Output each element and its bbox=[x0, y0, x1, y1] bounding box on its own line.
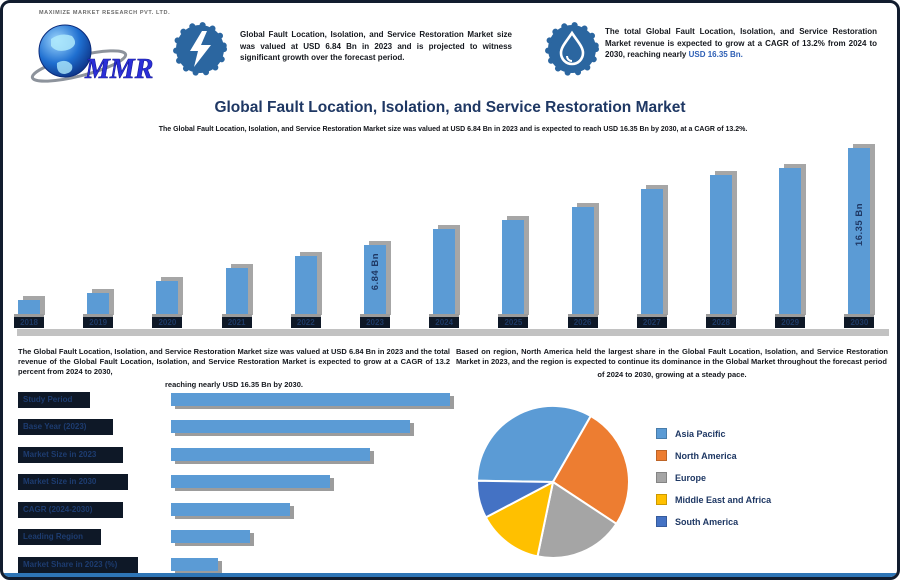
info-label: Base Year (2023) bbox=[18, 419, 113, 435]
header-block2-highlight: USD 16.35 Bn. bbox=[688, 50, 743, 59]
caption-right: Based on region, North America held the … bbox=[456, 347, 888, 379]
info-label: Market Share in 2023 (%) bbox=[18, 557, 138, 573]
header-block2-text: The total Global Fault Location, Isolati… bbox=[605, 26, 877, 61]
market-size-bar-chart: 2018 2019 2020 2021 2022 2023 6.84 Bn 2024 2025 2… bbox=[14, 142, 889, 338]
info-value-bar bbox=[171, 420, 410, 433]
report-info-list: Study Period Base Year (2023) Market Size … bbox=[18, 392, 458, 577]
bar-2020 bbox=[156, 281, 179, 315]
logo-top-text: MAXIMIZE MARKET RESEARCH PVT. LTD. bbox=[39, 10, 171, 16]
legend-item-europe: Europe bbox=[656, 471, 771, 484]
info-row-base-year-2023: Base Year (2023) bbox=[18, 419, 458, 436]
x-axis-label-2027: 2027 bbox=[636, 314, 667, 328]
info-value-bar bbox=[171, 393, 450, 406]
legend-label: North America bbox=[675, 450, 737, 461]
legend-label: Asia Pacific bbox=[675, 428, 726, 439]
globe-continent bbox=[56, 60, 73, 74]
pie-slice-asia-pacific bbox=[475, 405, 593, 484]
droplet-icon bbox=[545, 22, 599, 76]
pie-slice-middle-east-and-africa bbox=[484, 480, 555, 558]
info-row-cagr-2024-2030: CAGR (2024-2030) bbox=[18, 502, 458, 519]
pie-slice-south-america bbox=[475, 479, 554, 519]
bar-2019 bbox=[87, 293, 110, 315]
bar-2018 bbox=[18, 300, 40, 315]
bar-2027 bbox=[640, 189, 663, 315]
bar-value-label-2030: 16.35 Bn bbox=[854, 203, 866, 247]
info-row-market-size-in-2030: Market Size in 2030 bbox=[18, 474, 458, 491]
region-share-pie-chart bbox=[475, 405, 630, 559]
header-block2-main: The total Global Fault Location, Isolati… bbox=[605, 27, 877, 59]
pie-slice-europe bbox=[536, 480, 618, 559]
page-subtitle: The Global Fault Location, Isolation, an… bbox=[158, 126, 748, 133]
x-axis-label-2025: 2025 bbox=[498, 314, 529, 328]
x-axis-label-2029: 2029 bbox=[775, 314, 806, 328]
bar-2026 bbox=[571, 207, 594, 315]
info-label: Market Size in 2030 bbox=[18, 474, 128, 490]
info-row-market-size-in-2023: Market Size in 2023 bbox=[18, 447, 458, 464]
bar-2029 bbox=[779, 168, 802, 315]
info-row-market-share-in-2023: Market Share in 2023 (%) bbox=[18, 557, 458, 574]
logo-text: MMR bbox=[84, 54, 153, 85]
x-axis-baseline bbox=[17, 329, 889, 336]
bar-2028 bbox=[710, 175, 732, 315]
info-label: Study Period bbox=[18, 392, 90, 408]
info-label: Leading Region bbox=[18, 529, 101, 545]
x-axis-label-2018: 2018 bbox=[14, 314, 44, 328]
info-row-leading-region: Leading Region bbox=[18, 529, 458, 546]
legend-swatch bbox=[656, 516, 667, 527]
x-axis-label-2026: 2026 bbox=[567, 314, 598, 328]
legend-item-middle-east-and-africa: Middle East and Africa bbox=[656, 493, 771, 506]
legend-item-asia-pacific: Asia Pacific bbox=[656, 427, 771, 440]
legend-item-south-america: South America bbox=[656, 515, 771, 528]
footer-accent-line bbox=[3, 573, 897, 577]
info-label: CAGR (2024-2030) bbox=[18, 502, 123, 518]
legend-label: Middle East and Africa bbox=[675, 494, 772, 505]
legend-item-north-america: North America bbox=[656, 449, 771, 462]
x-axis-label-2019: 2019 bbox=[83, 314, 114, 328]
x-axis-label-2028: 2028 bbox=[706, 314, 736, 328]
legend-label: South America bbox=[675, 516, 739, 527]
caption-right-text: Based on region, North America held the … bbox=[456, 347, 888, 366]
lightning-icon bbox=[173, 22, 227, 76]
globe-continent bbox=[51, 34, 76, 51]
info-value-bar bbox=[171, 503, 290, 516]
pie-slice-north-america bbox=[551, 414, 630, 526]
page-title: Global Fault Location, Isolation, and Se… bbox=[214, 99, 686, 116]
bar-2025 bbox=[502, 220, 525, 315]
info-label: Market Size in 2023 bbox=[18, 447, 123, 463]
legend-label: Europe bbox=[675, 472, 707, 483]
bar-2030 bbox=[848, 148, 871, 315]
globe-icon bbox=[38, 24, 92, 78]
header-block1-text: Global Fault Location, Isolation, and Se… bbox=[240, 30, 512, 62]
bar-2021 bbox=[225, 268, 248, 315]
x-axis-label-2024: 2024 bbox=[429, 314, 460, 328]
pie-legend: Asia Pacific North America Europe Middle Ea… bbox=[656, 427, 771, 537]
x-axis-label-2021: 2021 bbox=[221, 314, 252, 328]
x-axis-label-2030: 2030 bbox=[844, 314, 875, 328]
caption-left: The Global Fault Location, Isolation, an… bbox=[18, 347, 450, 389]
legend-swatch bbox=[656, 450, 667, 461]
legend-swatch bbox=[656, 494, 667, 505]
x-axis-label-2023: 2023 bbox=[360, 314, 390, 328]
caption-left-text: The Global Fault Location, Isolation, an… bbox=[18, 347, 450, 376]
bar-2023 bbox=[364, 245, 386, 315]
caption-right-subtext: of 2024 to 2030, growing at a steady pac… bbox=[597, 370, 747, 379]
x-axis-label-2020: 2020 bbox=[152, 314, 183, 328]
info-value-bar bbox=[171, 448, 370, 461]
legend-swatch bbox=[656, 472, 667, 483]
mmr-logo: MMR bbox=[30, 24, 154, 85]
bar-2022 bbox=[294, 256, 317, 315]
info-value-bar bbox=[171, 530, 250, 543]
info-value-bar bbox=[171, 475, 330, 488]
legend-swatch bbox=[656, 428, 667, 439]
info-value-bar bbox=[171, 558, 218, 571]
info-row-study-period: Study Period bbox=[18, 392, 458, 409]
bar-value-label-2023: 6.84 Bn bbox=[370, 253, 381, 291]
x-axis-label-2022: 2022 bbox=[290, 314, 321, 328]
bar-2024 bbox=[433, 229, 456, 315]
caption-left-subtext: reaching nearly USD 16.35 Bn by 2030. bbox=[165, 380, 303, 389]
